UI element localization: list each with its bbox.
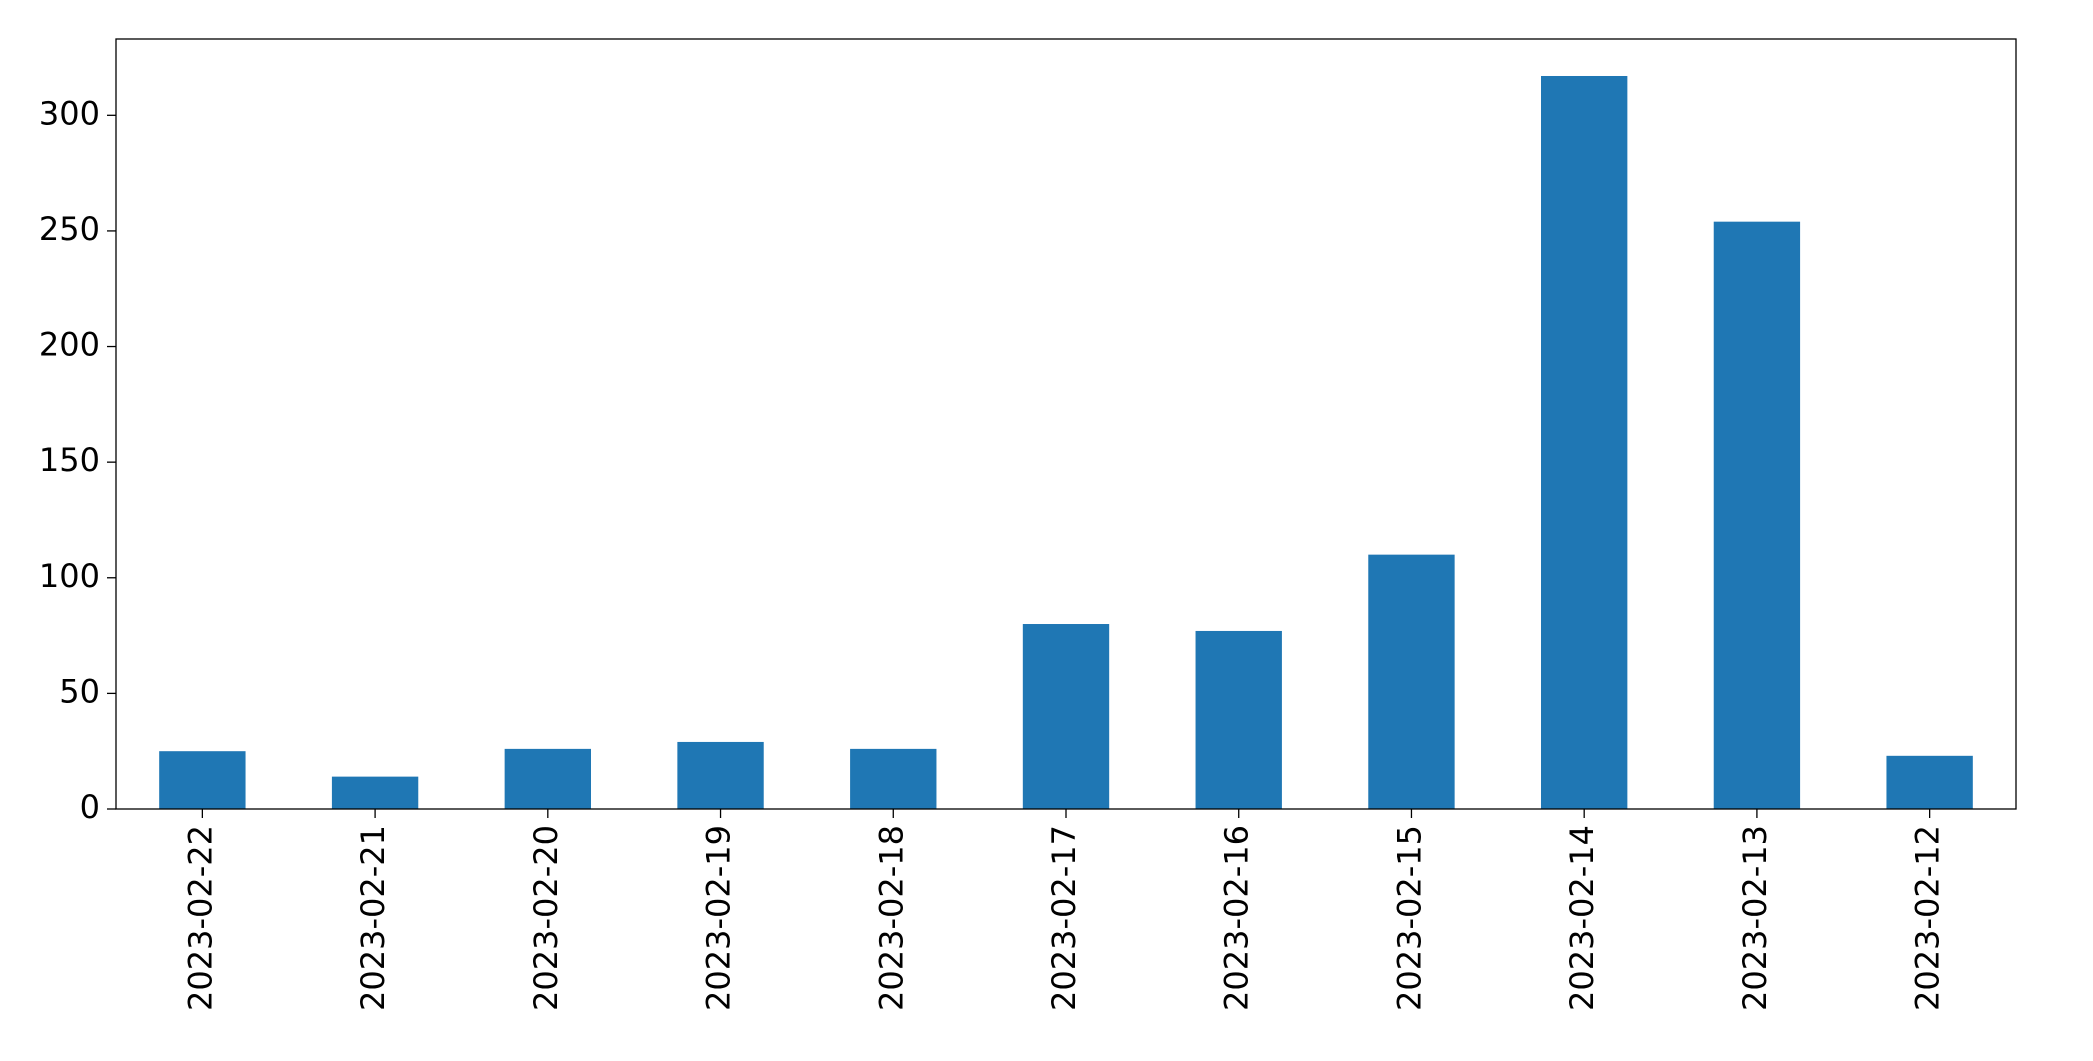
y-tick-label: 0 <box>80 788 100 826</box>
bar <box>331 776 419 809</box>
plot-frame <box>115 38 2017 810</box>
y-tick-label: 300 <box>39 94 100 132</box>
x-tick-label: 2023-02-20 <box>527 825 565 1011</box>
y-tick-label: 250 <box>39 210 100 248</box>
bar <box>677 741 764 809</box>
bar <box>1368 554 1455 809</box>
x-tick-label: 2023-02-13 <box>1736 825 1774 1011</box>
x-tick-label: 2023-02-12 <box>1909 825 1947 1011</box>
x-tick-label: 2023-02-17 <box>1045 825 1083 1011</box>
x-tick-label: 2023-02-15 <box>1390 825 1428 1011</box>
bar <box>504 748 591 809</box>
x-tick-label: 2023-02-16 <box>1218 825 1256 1011</box>
x-tick-label: 2023-02-19 <box>700 825 738 1011</box>
x-tick-label: 2023-02-21 <box>354 825 392 1011</box>
y-tick-label: 50 <box>59 672 100 710</box>
bar <box>1886 755 1973 809</box>
y-tick-label: 100 <box>39 557 100 595</box>
x-tick-label: 2023-02-18 <box>872 825 910 1011</box>
bar <box>1713 221 1801 809</box>
y-tick-label: 200 <box>39 326 100 364</box>
bar <box>1195 630 1282 809</box>
bar <box>850 748 937 809</box>
y-tick-label: 150 <box>39 441 100 479</box>
x-tick-label: 2023-02-22 <box>181 825 219 1011</box>
bar <box>1022 624 1110 809</box>
bar <box>1541 75 1628 809</box>
bar <box>159 751 246 809</box>
x-tick-label: 2023-02-14 <box>1563 825 1601 1011</box>
